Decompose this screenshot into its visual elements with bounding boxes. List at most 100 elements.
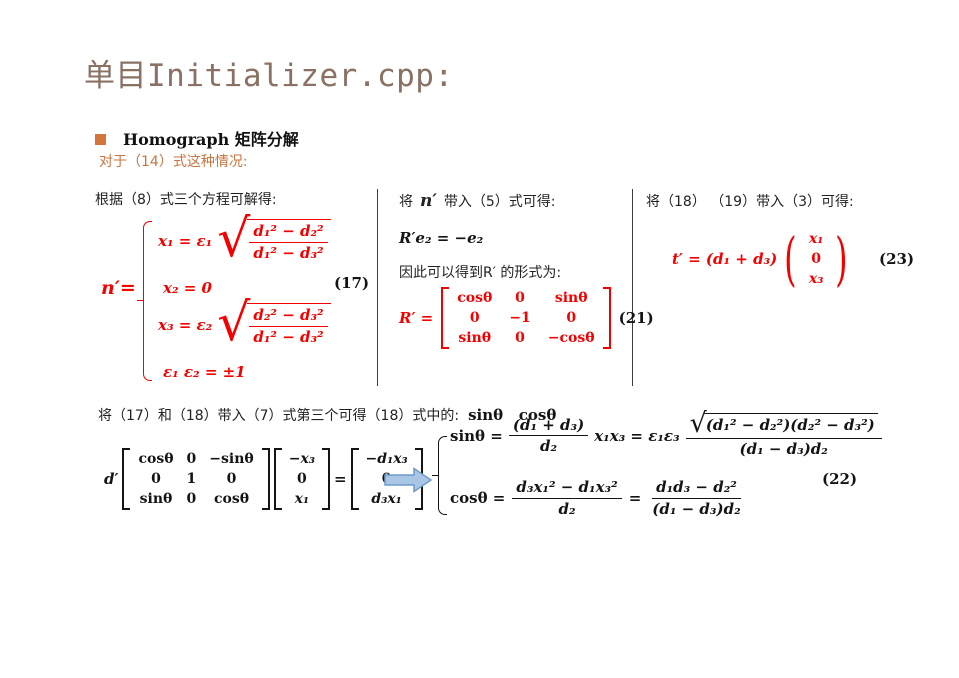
fraction-denominator: d₂ — [558, 499, 576, 518]
brace-top-hook — [438, 436, 447, 444]
eq22-number: (22) — [822, 470, 858, 488]
fraction-denominator: d₁² − d₃² — [253, 243, 324, 262]
left-intro: 根据（8）式三个方程可解得: — [95, 192, 277, 208]
eq-d-vector1: −x₃ 0 x₁ — [273, 448, 330, 511]
radical-icon: √ — [217, 209, 251, 269]
fraction-numerator: d₁d₃ − d₂² — [652, 478, 741, 499]
matrix-grid: cosθ 0 −sinθ 0 1 0 sinθ 0 cosθ — [130, 448, 261, 510]
brace-bottom-hook — [438, 507, 447, 515]
eq21-number: (21) — [618, 309, 654, 328]
matrix-cell: 0 — [186, 451, 197, 467]
eq21: R′ = cosθ 0 sinθ 0 −1 0 sinθ 0 −cosθ (21… — [399, 287, 654, 350]
paren-right: ) — [835, 224, 848, 293]
middle-intro: 将 n′ 带入（5）式可得: — [399, 191, 555, 211]
eq22-cos-lhs: cosθ = — [450, 489, 506, 508]
matrix-cell: −sinθ — [209, 451, 254, 467]
eq-d-matrix: cosθ 0 −sinθ 0 1 0 sinθ 0 cosθ — [122, 448, 270, 511]
matrix-cell: cosθ — [457, 290, 493, 306]
middle-intro-nprime: n′ — [420, 191, 437, 211]
eq22-cos: cosθ = d₃x₁² − d₁x₃² d₂ = d₁d₃ − d₂² (d₁… — [450, 478, 745, 519]
eq17-lhs: n′= — [101, 277, 136, 299]
brace-top-hook — [143, 221, 152, 229]
vector-cell: 0 — [811, 251, 821, 267]
eq23-lhs: t′ = (d₁ + d₃) — [672, 250, 778, 268]
matrix-cell: 0 — [515, 290, 525, 306]
matrix-cell: 0 — [515, 330, 525, 347]
eq17-row3-lhs: x₃ = ε₂ — [158, 315, 213, 334]
matrix-cell: sinθ — [458, 330, 492, 347]
middle-intro-post: 带入（5）式可得: — [443, 194, 556, 210]
eq-d-vector2: −d₁x₃ 0 d₃x₁ — [350, 448, 423, 511]
radicand: d₁² − d₂² d₁² − d₃² — [247, 219, 331, 263]
eq21-matrix: cosθ 0 sinθ 0 −1 0 sinθ 0 −cosθ — [441, 287, 611, 350]
eq17-row3: x₃ = ε₂ √ d₂² − d₃² d₁² − d₃² — [158, 297, 331, 349]
fraction-numerator: √ (d₁² − d₂²)(d₂² − d₃²) — [685, 408, 882, 439]
matrix-cell: 0 — [226, 471, 237, 488]
brace-spine — [438, 442, 439, 509]
matrix-cell: 0 — [151, 471, 161, 488]
eq17-row1-lhs: x₁ = ε₁ — [158, 231, 213, 250]
fraction-numerator: (d₁ + d₃) — [508, 416, 589, 437]
middle-intro-pre: 将 — [399, 194, 413, 210]
eq22-cos-equals: = — [628, 489, 642, 508]
vector-cell: d₃x₁ — [371, 491, 402, 508]
big-fraction: √ (d₁² − d₂²)(d₂² − d₃²) (d₁ − d₃)d₂ — [685, 408, 882, 459]
radicand: d₂² − d₃² d₁² − d₃² — [247, 303, 331, 347]
eq17-number: (17) — [334, 274, 370, 292]
fraction: d₁d₃ − d₂² (d₁ − d₃)d₂ — [648, 478, 744, 519]
eq17-row4: ε₁ ε₂ = ±1 — [163, 363, 246, 381]
right-intro: 将（18） （19）带入（3）可得: — [646, 194, 854, 210]
sqrt: √ (d₁² − d₂²)(d₂² − d₃²) — [689, 408, 878, 439]
radicand: (d₁² − d₂²)(d₂² − d₃²) — [703, 413, 878, 435]
fraction: d₃x₁² − d₁x₃² d₂ — [512, 478, 622, 519]
bracket-right — [261, 448, 270, 511]
eq17-left-brace — [137, 221, 153, 381]
eq22-sin: sinθ = (d₁ + d₃) d₂ x₁x₃ = ε₁ε₃ √ (d₁² −… — [450, 408, 882, 459]
fraction: (d₁ + d₃) d₂ — [508, 416, 589, 457]
eq23-vector: ( x₁ 0 x₃ ) — [779, 228, 853, 290]
brace-spine — [143, 227, 144, 375]
matrix-cell: 0 — [566, 310, 577, 327]
matrix-cell: 0 — [469, 310, 480, 327]
orange-note: 对于（14）式这种情况: — [99, 154, 248, 170]
fraction-numerator: d₁² − d₂² — [249, 222, 328, 243]
vector-cell: x₁ — [294, 491, 310, 508]
implies-arrow-icon — [384, 467, 433, 497]
brace-mid-tick — [432, 474, 439, 476]
fraction-denominator: (d₁ − d₃)d₂ — [739, 439, 828, 458]
matrix-cell: cosθ — [213, 491, 250, 508]
eq-d-lhs: d′ — [104, 470, 119, 489]
column-divider-1 — [377, 189, 378, 386]
column-divider-2 — [632, 189, 633, 386]
vector-grid: −x₃ 0 x₁ — [282, 448, 322, 510]
bottom-intro: 将（17）和（18）带入（7）式第三个可得（18）式中的: sinθ cosθ — [98, 405, 556, 425]
bottom-intro-text: 将（17）和（18）带入（7）式第三个可得（18）式中的: — [98, 408, 460, 424]
eq17-row1: x₁ = ε₁ √ d₁² − d₂² d₁² − d₃² — [158, 209, 331, 269]
bullet-square-icon — [95, 133, 106, 145]
radical-icon: √ — [689, 408, 707, 439]
bracket-right — [321, 448, 330, 511]
fraction-denominator: d₁² − d₃² — [253, 327, 324, 346]
eq22-sin-lhs: sinθ = — [450, 426, 503, 445]
eq-d-equals: = — [333, 470, 347, 489]
fraction-denominator: (d₁ − d₃)d₂ — [652, 499, 741, 518]
vector-cell: x₃ — [808, 271, 824, 287]
bracket-left — [122, 448, 131, 511]
eq-d: d′ cosθ 0 −sinθ 0 1 0 sinθ 0 cosθ −x₃ 0 … — [104, 448, 423, 511]
bottom-intro-math: sinθ cosθ — [468, 406, 557, 424]
matrix-cell: cosθ — [138, 451, 174, 467]
eq17-row2: x₂ = 0 — [163, 279, 212, 297]
matrix-cell: −1 — [509, 310, 531, 327]
matrix-cell: 1 — [186, 471, 197, 488]
eq22-left-brace — [432, 436, 448, 515]
middle-note: 因此可以得到R′ 的形式为: — [399, 265, 562, 281]
fraction: d₁² − d₂² d₁² − d₃² — [249, 222, 328, 263]
fraction-numerator: d₂² − d₃² — [249, 306, 328, 327]
paren-left: ( — [784, 224, 797, 293]
vector-cell: x₁ — [808, 231, 824, 247]
vector-cell: −d₁x₃ — [365, 451, 408, 467]
vector-grid: x₁ 0 x₃ — [802, 228, 830, 290]
bracket-left — [350, 448, 359, 511]
bullet-heading: Homograph 矩阵分解 — [95, 126, 299, 150]
